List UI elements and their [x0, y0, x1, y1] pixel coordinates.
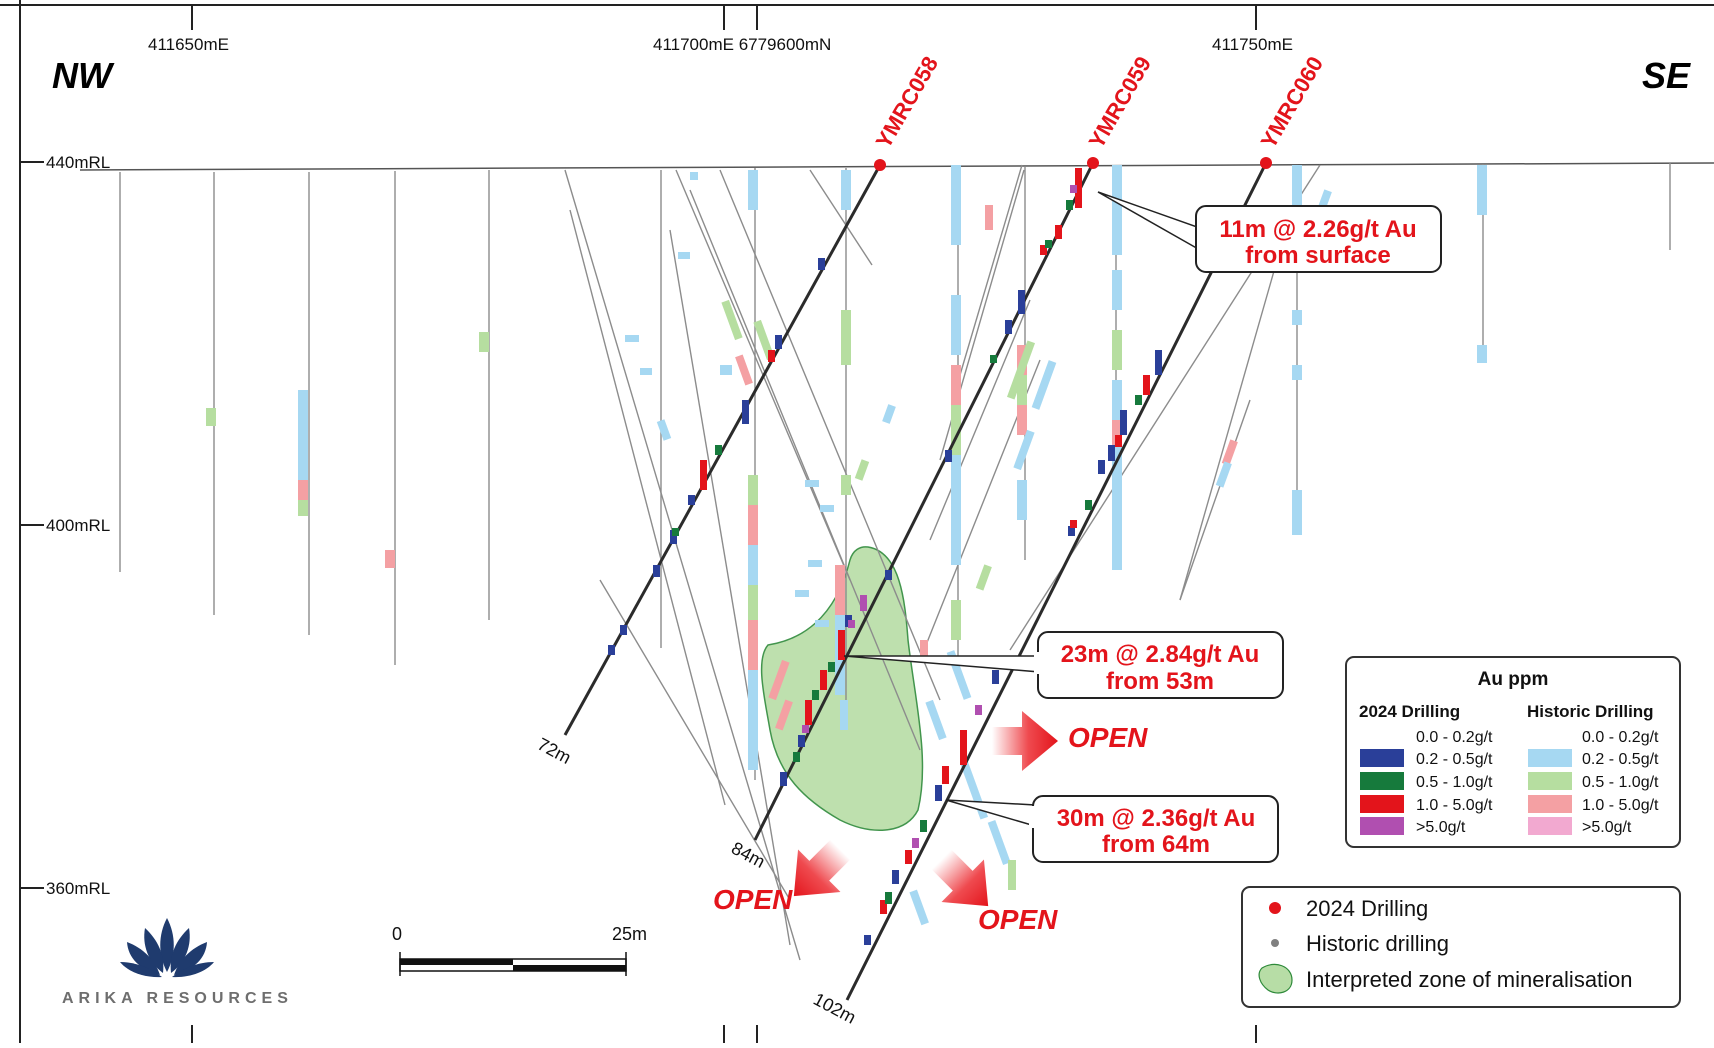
end-depth-ymrc060: 102m — [810, 989, 859, 1028]
easting-label-1: 411650mE — [148, 35, 229, 54]
open-label-southeast: OPEN — [978, 904, 1058, 935]
open-label-southwest: OPEN — [713, 884, 793, 915]
callout-ymrc059-surface: 11m @ 2.26g/t Au from surface — [1097, 191, 1442, 273]
legend-historic-range-2: 0.5 - 1.0g/t — [1582, 774, 1659, 791]
legend-historic-swatch-4 — [1528, 817, 1572, 835]
open-arrow-east — [992, 711, 1058, 771]
legend-historic-range-1: 0.2 - 0.5g/t — [1582, 751, 1659, 768]
topography-surface-line — [79, 162, 1714, 171]
legend-historic-range-3: 1.0 - 5.0g/t — [1582, 797, 1659, 814]
drill-hole-ymrc058 — [563, 159, 886, 736]
legend-2024-range-0: 0.0 - 0.2g/t — [1416, 729, 1493, 746]
direction-nw-label: NW — [52, 55, 115, 96]
legend-historic-drilling-label: Historic drilling — [1306, 931, 1449, 956]
end-depth-ymrc059: 84m — [728, 838, 768, 872]
hole-id-ymrc060: YMRC060 — [1256, 52, 1328, 152]
legend-2024-range-2: 0.5 - 1.0g/t — [1416, 774, 1493, 791]
callout-ymrc059-53m: 23m @ 2.84g/t Au from 53m — [843, 631, 1284, 699]
collar-ymrc059 — [1087, 157, 1099, 169]
hole-id-ymrc058: YMRC058 — [871, 52, 943, 152]
legend-2024-heading: 2024 Drilling — [1359, 702, 1460, 721]
end-depth-ymrc058: 72m — [534, 734, 574, 768]
direction-se-label: SE — [1642, 55, 1691, 96]
legend-au-title: Au ppm — [1478, 669, 1549, 690]
legend-2024-range-1: 0.2 - 0.5g/t — [1416, 751, 1493, 768]
collar-ymrc060 — [1260, 157, 1272, 169]
arika-resources-logo: ARIKA RESOURCES — [62, 918, 293, 1007]
open-label-east: OPEN — [1068, 722, 1148, 753]
easting-label-2: 411700mE 6779600mN — [653, 35, 831, 54]
rl-label-360: 360mRL — [46, 879, 110, 898]
legend-historic-drilling-dot — [1271, 939, 1279, 947]
legend-zone-swatch — [1258, 963, 1293, 994]
drill-hole-ymrc059 — [753, 157, 1099, 841]
easting-ticks — [191, 5, 1257, 1043]
rl-label-400: 400mRL — [46, 516, 110, 535]
scale-bar-end-label: 25m — [612, 924, 647, 944]
open-arrow-southwest — [793, 839, 851, 897]
rl-ticks — [20, 161, 44, 889]
legend-2024-swatch-4 — [1360, 817, 1404, 835]
open-arrow-southeast — [931, 849, 989, 907]
callout-2-line2: from 53m — [1106, 668, 1214, 695]
rl-label-440: 440mRL — [46, 153, 110, 172]
scale-bar: 0 25m — [392, 924, 647, 976]
legend-historic-swatch-1 — [1528, 749, 1572, 767]
legend-2024-swatch-2 — [1360, 772, 1404, 790]
callout-3-line1: 30m @ 2.36g/t Au — [1057, 805, 1256, 832]
legend-2024-range-4: >5.0g/t — [1416, 819, 1466, 836]
legend-2024-swatch-3 — [1360, 795, 1404, 813]
legend-au-ppm: Au ppm 2024 Drilling Historic Drilling 0… — [1345, 656, 1681, 848]
legend-historic-swatch-3 — [1528, 795, 1572, 813]
legend-historic-heading: Historic Drilling — [1527, 702, 1654, 721]
callout-ymrc060-64m: 30m @ 2.36g/t Au from 64m — [945, 795, 1279, 863]
legend-symbols: 2024 Drilling Historic drilling Interpre… — [1241, 886, 1681, 1008]
easting-label-3: 411750mE — [1212, 35, 1293, 54]
legend-historic-range-4: >5.0g/t — [1582, 819, 1632, 836]
collar-ymrc058 — [874, 159, 886, 171]
hole-id-ymrc059: YMRC059 — [1084, 52, 1156, 152]
drill-hole-ymrc060 — [845, 157, 1272, 1001]
legend-2024-swatch-1 — [1360, 749, 1404, 767]
legend-2024-drilling-dot — [1269, 902, 1281, 914]
callout-2-line1: 23m @ 2.84g/t Au — [1061, 641, 1260, 668]
legend-historic-range-0: 0.0 - 0.2g/t — [1582, 729, 1659, 746]
callout-1-line1: 11m @ 2.26g/t Au — [1219, 216, 1416, 243]
legend-zone-label: Interpreted zone of mineralisation — [1306, 967, 1633, 992]
logo-text: ARIKA RESOURCES — [62, 990, 293, 1007]
lotus-icon — [120, 918, 214, 978]
legend-2024-range-3: 1.0 - 5.0g/t — [1416, 797, 1493, 814]
callout-1-line2: from surface — [1245, 242, 1390, 269]
callout-3-line2: from 64m — [1102, 831, 1210, 858]
scale-bar-start-label: 0 — [392, 924, 402, 944]
legend-historic-swatch-2 — [1528, 772, 1572, 790]
legend-2024-drilling-label: 2024 Drilling — [1306, 896, 1428, 921]
